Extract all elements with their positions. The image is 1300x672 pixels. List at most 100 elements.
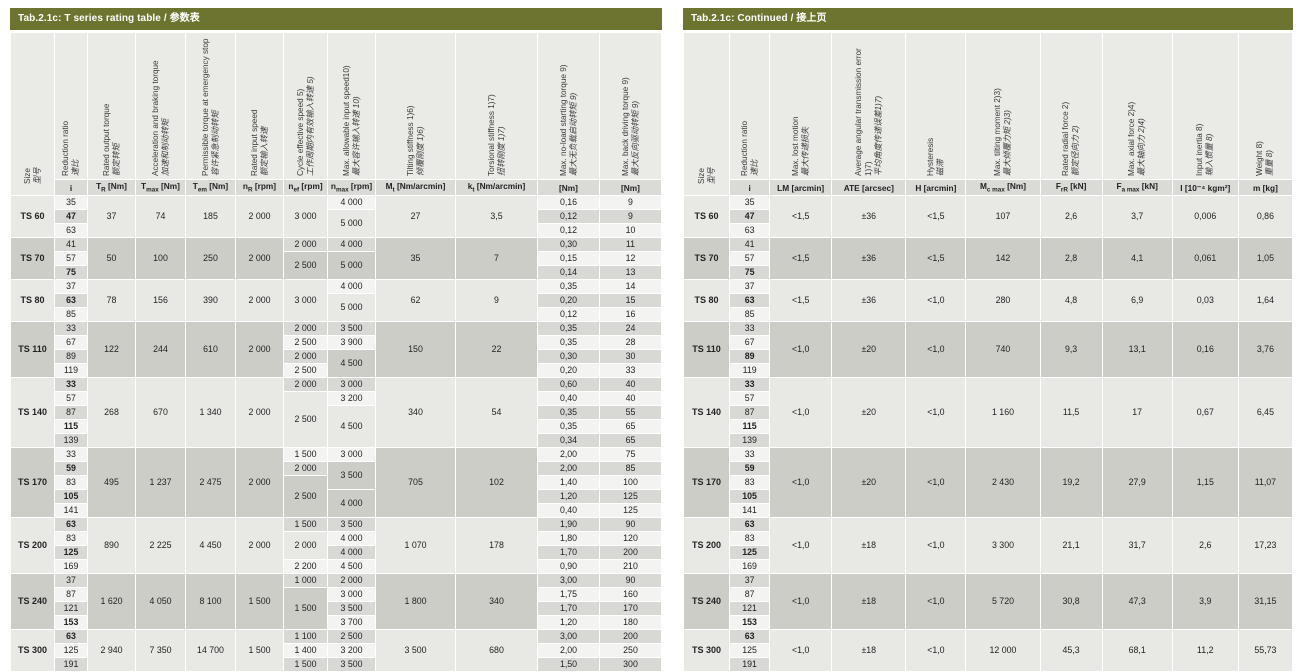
no-load-starting-torque-cell: 0,12 bbox=[537, 209, 600, 224]
column-header-text: Size 型号 bbox=[22, 167, 42, 184]
rated-input-speed-cell: 2 000 bbox=[235, 517, 284, 574]
no-load-starting-torque-cell: 1,20 bbox=[537, 615, 600, 630]
cycle-effective-speed-cell: 2 000 bbox=[283, 321, 328, 336]
cycle-effective-speed-cell: 1 000 bbox=[283, 573, 328, 588]
unit-header: Tem [Nm] bbox=[185, 179, 236, 196]
table-row: 83 bbox=[684, 475, 1293, 490]
back-driving-torque-cell: 40 bbox=[599, 377, 662, 392]
back-driving-torque-cell: 125 bbox=[599, 489, 662, 504]
back-driving-torque-cell: 65 bbox=[599, 419, 662, 434]
max-axial-force-cell: 68,1 bbox=[1101, 629, 1173, 672]
column-header-text: Torsional stiffness 1)7) 扭转刚度 1)7) bbox=[486, 94, 506, 176]
lost-motion-cell: <1,0 bbox=[769, 517, 833, 574]
rated-radial-force-cell: 2,8 bbox=[1039, 237, 1103, 280]
table-row: i TR [Nm] Tmax [Nm] Tem [Nm] nR [rpm] nef [rp… bbox=[11, 179, 662, 196]
max-input-speed-cell: 3 900 bbox=[327, 335, 376, 350]
hysteresis-cell: <1,5 bbox=[905, 237, 967, 280]
emergency-stop-torque-cell: 14 700 bbox=[185, 629, 236, 672]
column-header-text: Hysteresis 磁滞 bbox=[926, 137, 945, 176]
ratio-cell: 87 bbox=[729, 587, 771, 602]
back-driving-torque-cell: 180 bbox=[599, 615, 662, 630]
ratio-cell: 119 bbox=[729, 363, 771, 378]
col-header: Acceleration and braking torque 加速和制动转矩 bbox=[135, 32, 186, 180]
table-row: 87 1 500 3 000 1,75 160 bbox=[11, 587, 662, 630]
cycle-effective-speed-cell: 2 500 bbox=[283, 251, 328, 280]
ratio-cell: 139 bbox=[54, 433, 88, 448]
size-cell: TS 200 bbox=[10, 517, 55, 574]
accel-braking-torque-cell: 1 237 bbox=[135, 447, 186, 518]
max-input-speed-cell: 4 500 bbox=[327, 349, 376, 378]
table-row: TS 60 35 37 74 185 2 000 3 000 4 000 27 3,5 0,16 9 bbox=[10, 195, 662, 238]
lost-motion-cell: <1,0 bbox=[769, 629, 833, 672]
no-load-starting-torque-cell: 1,70 bbox=[537, 545, 600, 560]
ratio-cell: 115 bbox=[54, 419, 88, 434]
tilting-stiffness-cell: 150 bbox=[375, 321, 456, 378]
ratio-cell: 63 bbox=[729, 517, 771, 532]
max-axial-force-cell: 13,1 bbox=[1101, 321, 1173, 378]
cycle-effective-speed-cell: 2 000 bbox=[283, 531, 328, 560]
right-table-title: Tab.2.1c: Continued / 接上页 bbox=[683, 8, 1293, 30]
rating-table-section: Tab.2.1c: T series rating table / 参数表 Si… bbox=[10, 8, 662, 672]
back-driving-torque-cell: 90 bbox=[599, 573, 662, 588]
max-input-speed-cell: 3 000 bbox=[327, 447, 376, 462]
ratio-cell: 57 bbox=[54, 251, 88, 266]
tilting-stiffness-cell: 1 070 bbox=[375, 517, 456, 574]
size-cell: TS 140 bbox=[682, 377, 731, 448]
table-row: 119 2 500 0,20 33 bbox=[11, 363, 662, 378]
rated-input-speed-cell: 2 000 bbox=[235, 447, 284, 518]
no-load-starting-torque-cell: 0,35 bbox=[537, 335, 600, 350]
cycle-effective-speed-cell: 3 000 bbox=[283, 279, 328, 322]
cycle-effective-speed-cell: 2 500 bbox=[283, 363, 328, 378]
ratio-cell: 115 bbox=[729, 419, 771, 434]
ratio-cell: 85 bbox=[54, 307, 88, 322]
unit-header: Tmax [Nm] bbox=[135, 179, 186, 196]
ratio-cell: 83 bbox=[729, 475, 771, 490]
ratio-cell: 33 bbox=[729, 447, 771, 462]
unit-header: m [kg] bbox=[1237, 179, 1294, 196]
ratio-cell: 57 bbox=[729, 391, 771, 406]
accel-braking-torque-cell: 4 050 bbox=[135, 573, 186, 630]
no-load-starting-torque-cell: 1,20 bbox=[537, 489, 600, 504]
table-row: 75 0,14 13 bbox=[11, 265, 662, 280]
back-driving-torque-cell: 170 bbox=[599, 601, 662, 616]
unit-header: nR [rpm] bbox=[235, 179, 284, 196]
size-cell: TS 80 bbox=[682, 279, 731, 322]
table-row: TS 240 37 <1,0 ±18 <1,0 5 720 30,8 47,3 3,9 31,15 bbox=[682, 573, 1294, 630]
emergency-stop-torque-cell: 2 475 bbox=[185, 447, 236, 518]
table-row: Size 型号 Reduction ratio 速比 Max. lost motion 最… bbox=[682, 32, 1294, 196]
table-row: 47 5 000 0,12 9 bbox=[11, 209, 662, 238]
size-cell: TS 140 bbox=[10, 377, 55, 448]
input-inertia-cell: 2,6 bbox=[1171, 517, 1239, 574]
ratio-cell: 41 bbox=[729, 237, 771, 252]
col-header: Max. tilting moment 2)3) 最大倾覆力矩 2)3) bbox=[965, 32, 1041, 180]
tilting-stiffness-cell: 340 bbox=[375, 377, 456, 448]
max-axial-force-cell: 4,1 bbox=[1101, 237, 1173, 280]
max-input-speed-cell: 4 000 bbox=[327, 545, 376, 560]
col-header: Permissible torque at emergency stop 容许紧急… bbox=[185, 32, 236, 180]
table-row: 83 2 500 1,40 100 bbox=[11, 475, 662, 518]
table-row: TS 240 37 1 620 4 050 8 100 1 500 1 000 2 000 1 … bbox=[10, 573, 662, 630]
table-row: TS 70 41 50 100 250 2 000 2 000 4 000 35 7 0,30 11 bbox=[10, 237, 662, 280]
column-header-text: Max. no-load starting torque 9) 最大无负载启动转矩… bbox=[558, 64, 578, 177]
transmission-error-cell: ±36 bbox=[831, 195, 907, 238]
ratio-cell: 63 bbox=[54, 223, 88, 238]
ratio-cell: 125 bbox=[729, 643, 771, 658]
table-row: 67 bbox=[684, 335, 1293, 350]
table-row: TS 140 33 <1,0 ±20 <1,0 1 160 11,5 17 0,67 6,45 bbox=[682, 377, 1294, 448]
max-input-speed-cell: 3 700 bbox=[327, 615, 376, 630]
input-inertia-cell: 11,2 bbox=[1171, 629, 1239, 672]
cycle-effective-speed-cell: 1 500 bbox=[283, 587, 328, 630]
no-load-starting-torque-cell: 0,12 bbox=[537, 307, 600, 322]
max-axial-force-cell: 3,7 bbox=[1101, 195, 1173, 238]
rated-radial-force-cell: 4,8 bbox=[1039, 279, 1103, 322]
emergency-stop-torque-cell: 250 bbox=[185, 237, 236, 280]
col-header: Rated input speed 额定输入转速 bbox=[235, 32, 284, 180]
rating-table-header: Size 型号 Reduction ratio 速比 Rated output torq… bbox=[10, 32, 662, 196]
column-header-text: Average angular transmission error 1)7) 平… bbox=[854, 48, 883, 176]
max-tilting-moment-cell: 2 430 bbox=[965, 447, 1041, 518]
no-load-starting-torque-cell: 0,90 bbox=[537, 559, 600, 574]
table-row: 83 bbox=[684, 531, 1293, 546]
max-axial-force-cell: 27,9 bbox=[1101, 447, 1173, 518]
table-row: TS 140 33 268 670 1 340 2 000 2 000 3 000 340 54 0… bbox=[10, 377, 662, 448]
cycle-effective-speed-cell: 1 500 bbox=[283, 517, 328, 532]
